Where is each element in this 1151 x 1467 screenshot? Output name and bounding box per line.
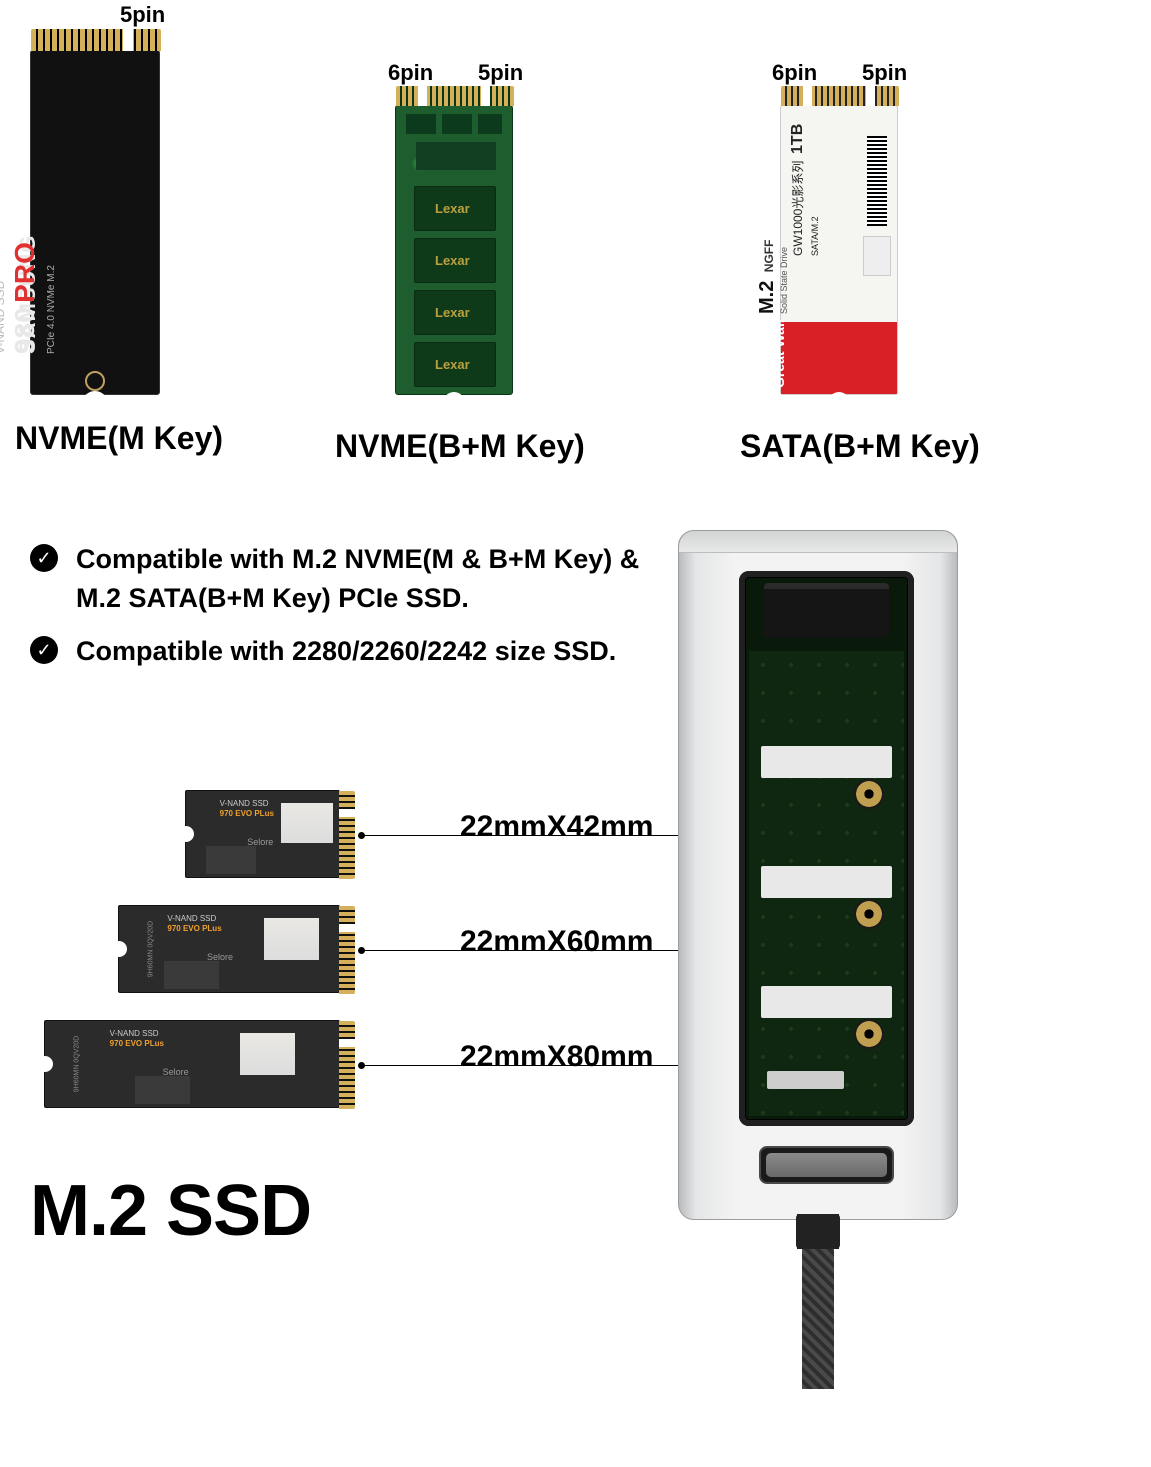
pin-label-ssd2-5pin: 5pin (478, 60, 523, 86)
enclosure-bottom-slot (759, 1146, 894, 1184)
ssd2-chip-brand-4: Lexar (435, 357, 470, 372)
pin-label-ssd3-6pin: 6pin (772, 60, 817, 86)
m2-connector-slot (764, 583, 889, 638)
ssd2-chip-brand-2: Lexar (435, 253, 470, 268)
compatibility-bullets: ✓ Compatible with M.2 NVME(M & B+M Key) … (30, 540, 670, 685)
ssd-nvme-m-key: SAMSUNG V-NAND SSD 980 PRO PCIe 4.0 NVMe… (30, 50, 160, 395)
ssd-sizes-diagram: V-NAND SSD970 EVO PLus Selore 22mmX42mm … (30, 780, 730, 1125)
ssd3-ngff: NGFF (762, 240, 776, 273)
bullet-1-text: Compatible with M.2 NVME(M & B+M Key) & … (76, 540, 670, 618)
ssd3-sss: Solid State Drive (779, 240, 789, 314)
ssd1-pro: PRO (9, 242, 40, 303)
ssd3-interface: SATA/M.2 (810, 216, 820, 256)
enclosure-cable (793, 1214, 843, 1389)
size-row-2242: V-NAND SSD970 EVO PLus Selore 22mmX42mm (30, 780, 730, 895)
ssd-enclosure (678, 530, 958, 1220)
key-label-nvme-m: NVME(M Key) (15, 420, 223, 457)
mini-ssd-2242: V-NAND SSD970 EVO PLus Selore (185, 790, 340, 878)
ssd2-chip-brand-1: Lexar (435, 201, 470, 216)
standoff-2280 (856, 1021, 882, 1047)
size-label-42: 22mmX42mm (460, 810, 653, 844)
ssd2-chip-brand-3: Lexar (435, 305, 470, 320)
mini-ssd-2260: V-NAND SSD970 EVO PLus Selore 9H60MN 0QV… (118, 905, 340, 993)
mini-ssd-2280: V-NAND SSD970 EVO PLus Selore 9H60MN 0QV… (44, 1020, 340, 1108)
size-label-80: 22mmX80mm (460, 1040, 653, 1074)
ssd-sata-bm-key: GW1000光影系列 1TB SATA/M.2 M.2 NGFF Solid S… (780, 105, 898, 395)
ssd3-m2: M.2 (756, 281, 778, 314)
pin-label-ssd1-5pin: 5pin (120, 2, 165, 28)
barcode-graphic (867, 136, 887, 226)
ssd-key-types-row: 5pin SAMSUNG V-NAND SSD 980 PRO PCIe 4.0… (0, 0, 1151, 480)
enclosure-pcb-window (739, 571, 914, 1126)
ssd1-model: 980 (9, 307, 40, 354)
check-icon: ✓ (30, 636, 58, 664)
section-title-m2-ssd: M.2 SSD (30, 1170, 311, 1252)
bullet-2: ✓ Compatible with 2280/2260/2242 size SS… (30, 632, 670, 671)
check-icon: ✓ (30, 544, 58, 572)
size-row-2260: V-NAND SSD970 EVO PLus Selore 9H60MN 0QV… (30, 895, 730, 1010)
bullet-1: ✓ Compatible with M.2 NVME(M & B+M Key) … (30, 540, 670, 618)
ssd-nvme-bm-key: Lexar Lexar Lexar Lexar (395, 105, 513, 395)
size-row-2280: V-NAND SSD970 EVO PLus Selore 9H60MN 0QV… (30, 1010, 730, 1125)
standoff-2260 (856, 901, 882, 927)
ssd3-capacity: 1TB (789, 124, 806, 154)
key-label-nvme-bm: NVME(B+M Key) (335, 428, 585, 465)
pin-label-ssd2-6pin: 6pin (388, 60, 433, 86)
ssd1-vnand: V-NAND SSD (0, 281, 7, 354)
ssd1-sub: PCIe 4.0 NVMe M.2 (46, 265, 57, 354)
pin-label-ssd3-5pin: 5pin (862, 60, 907, 86)
standoff-2242 (856, 781, 882, 807)
bullet-2-text: Compatible with 2280/2260/2242 size SSD. (76, 632, 616, 671)
size-label-60: 22mmX60mm (460, 925, 653, 959)
key-label-sata-bm: SATA(B+M Key) (740, 428, 980, 465)
ssd3-series: GW1000光影系列 (791, 161, 805, 256)
ssd3-brand: Great Wall (771, 319, 787, 388)
